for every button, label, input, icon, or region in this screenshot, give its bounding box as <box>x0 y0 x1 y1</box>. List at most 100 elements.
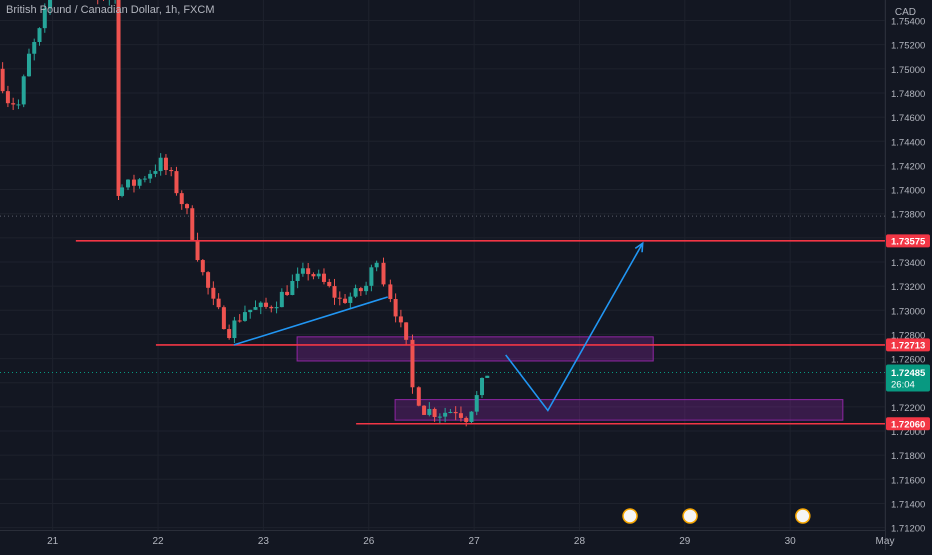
candle-body <box>190 208 195 240</box>
x-tick-label: May <box>876 536 895 547</box>
trendline <box>233 296 388 346</box>
x-tick-label: 21 <box>47 536 59 547</box>
candle-body <box>211 287 216 299</box>
candle-body <box>5 91 10 104</box>
candle-body <box>216 298 221 308</box>
candle-body <box>26 53 31 77</box>
x-tick-label: 23 <box>258 536 270 547</box>
candle-body <box>398 316 403 323</box>
candle-body <box>264 302 269 307</box>
candle-body <box>432 408 437 417</box>
candle-body <box>227 329 232 339</box>
candle-body <box>369 267 374 286</box>
candle-body <box>464 417 469 422</box>
y-tick-label: 1.73200 <box>891 282 925 293</box>
projection-path[interactable] <box>505 241 644 412</box>
candle-body <box>126 179 131 188</box>
y-tick-label: 1.75000 <box>891 65 925 76</box>
current-price-label: 1.72485 <box>891 368 926 379</box>
candle-body <box>332 286 337 298</box>
y-tick-label: 1.75400 <box>891 17 925 28</box>
candle-body <box>42 8 47 29</box>
x-tick-label: 26 <box>363 536 375 547</box>
candle-body <box>269 306 274 309</box>
candle-body <box>11 103 16 105</box>
candle-body <box>206 272 211 288</box>
candle-body <box>316 273 321 277</box>
candle-body <box>485 375 490 378</box>
price-axis[interactable]: 1.75400 1.75200 1.75000 1.74800 1.74600 1.744… <box>885 0 926 550</box>
candle-body <box>279 291 284 308</box>
candle-body <box>258 302 263 308</box>
y-tick-label: 1.74000 <box>891 186 925 197</box>
candle-body <box>480 377 485 396</box>
y-tick-label: 1.71600 <box>891 475 925 486</box>
candle-body <box>158 157 163 172</box>
y-tick-label: 1.74800 <box>891 89 925 100</box>
candle-body <box>443 412 448 417</box>
x-tick-label: 27 <box>469 536 481 547</box>
candle-body <box>374 262 379 268</box>
candle-body <box>285 291 290 295</box>
candle-body <box>393 299 398 317</box>
currency-label: CAD <box>894 7 916 18</box>
candle-body <box>116 0 121 196</box>
candle-body <box>185 204 190 209</box>
event-marker-icon <box>622 508 638 524</box>
chart-title: British Pound / Canadian Dollar, 1h, FXC… <box>6 4 215 16</box>
candle-body <box>348 296 353 303</box>
candle-body <box>422 405 427 415</box>
y-tick-label: 1.72200 <box>891 403 925 414</box>
candle-body <box>353 288 358 297</box>
time-axis[interactable]: 21 22 23 26 27 28 29 30 May <box>0 530 895 548</box>
arrowhead <box>634 241 644 253</box>
level-price-label-bg <box>886 234 930 248</box>
zone-rectangle <box>296 336 654 362</box>
candle-body <box>381 262 386 285</box>
candle-body <box>364 285 369 292</box>
x-tick-label: 22 <box>152 536 164 547</box>
candle-body <box>48 0 53 9</box>
candle-body <box>311 274 316 277</box>
level-price-label: 1.73575 <box>891 236 926 247</box>
candle-body <box>32 42 37 54</box>
candle-body <box>404 322 409 340</box>
x-tick-label: 28 <box>574 536 586 547</box>
countdown-label: 26:04 <box>891 379 915 390</box>
y-tick-label: 1.74400 <box>891 137 925 148</box>
drawn-zones[interactable] <box>296 336 844 421</box>
y-tick-label: 1.73400 <box>891 258 925 269</box>
candle-body <box>120 187 125 196</box>
candle-body <box>416 387 421 406</box>
candle-body <box>253 307 258 310</box>
candle-body <box>163 157 168 170</box>
horizontal-levels[interactable] <box>75 240 885 425</box>
candle-body <box>437 416 442 418</box>
zone-rectangle <box>394 399 844 421</box>
candle-body <box>343 298 348 303</box>
candles <box>0 0 490 427</box>
event-markers[interactable] <box>622 508 811 524</box>
level-price-label: 1.72713 <box>891 340 925 351</box>
trendline-group[interactable] <box>233 296 388 346</box>
y-tick-label: 1.72600 <box>891 355 925 366</box>
y-tick-label: 1.71400 <box>891 499 925 510</box>
candle-body <box>290 280 295 295</box>
candle-body <box>21 76 26 105</box>
candle-body <box>174 171 179 194</box>
candle-body <box>237 320 242 322</box>
candle-body <box>469 411 474 422</box>
candle-body <box>410 339 415 388</box>
candle-body <box>295 273 300 281</box>
level-price-label: 1.72060 <box>891 419 925 430</box>
candle-body <box>358 288 363 292</box>
candle-body <box>453 411 458 414</box>
candle-body <box>274 307 279 309</box>
candle-body <box>321 273 326 282</box>
candle-body <box>232 320 237 339</box>
candle-body <box>137 179 142 186</box>
candle-body <box>474 395 479 412</box>
